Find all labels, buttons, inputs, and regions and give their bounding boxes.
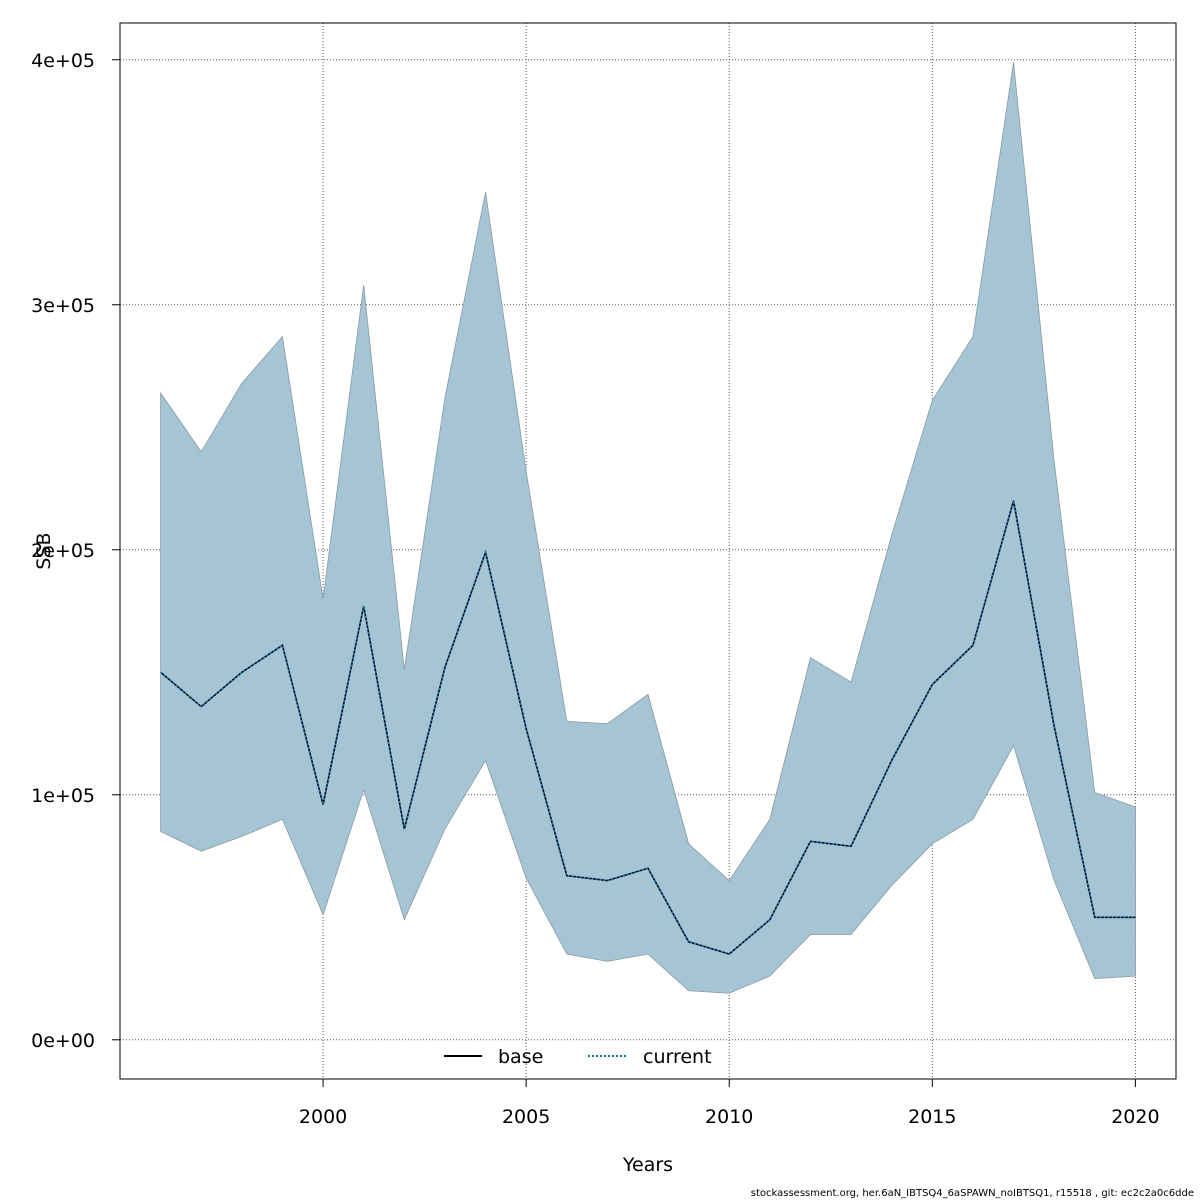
x-tick-label: 2000	[299, 1106, 347, 1128]
confidence-band	[160, 62, 1136, 994]
legend-base-label: base	[498, 1046, 543, 1068]
legend: base current	[444, 1046, 712, 1068]
x-tick-label: 2015	[908, 1106, 956, 1128]
y-axis: 0e+00 1e+05 2e+05 3e+05 4e+05	[31, 50, 120, 1052]
y-tick-label: 1e+05	[31, 785, 95, 807]
legend-current-label: current	[643, 1046, 712, 1068]
y-tick-label: 3e+05	[31, 295, 95, 317]
y-axis-title: SSB	[33, 532, 55, 569]
y-tick-label: 2e+05	[31, 540, 95, 562]
x-tick-label: 2020	[1111, 1106, 1159, 1128]
x-tick-label: 2010	[705, 1106, 753, 1128]
series-lines	[160, 500, 1136, 955]
y-tick-label: 4e+05	[31, 50, 95, 72]
x-tick-label: 2005	[502, 1106, 550, 1128]
series-line-current	[160, 500, 1136, 955]
plot-frame	[119, 22, 1177, 1080]
y-tick-label: 0e+00	[31, 1030, 95, 1052]
x-axis: 2000 2005 2010 2015 2020	[299, 1079, 1160, 1128]
x-axis-title: Years	[622, 1154, 673, 1176]
footer-note: stockassessment.org, her.6aN_IBTSQ4_6aSP…	[750, 1188, 1194, 1199]
